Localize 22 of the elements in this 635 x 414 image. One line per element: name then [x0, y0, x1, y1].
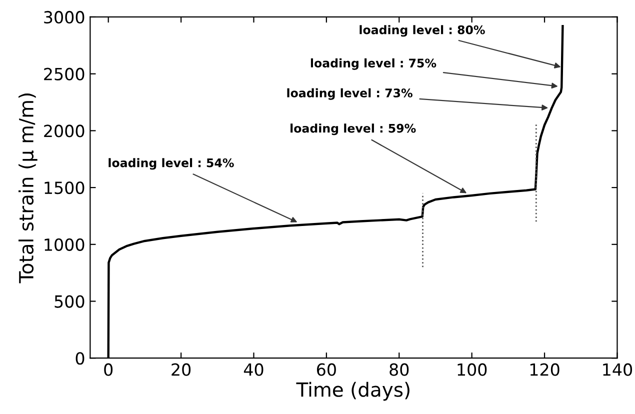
y-tick-label: 1500	[44, 182, 84, 194]
y-axis-title: Total strain (μ m/m)	[18, 94, 38, 284]
y-tick-label: 0	[76, 352, 84, 365]
x-tick-label: 60	[316, 363, 336, 376]
y-tick-label: 500	[54, 295, 84, 308]
annotation: loading level : 73%	[287, 88, 412, 100]
annotation: loading level : 80%	[360, 25, 485, 37]
x-axis-title: Time (days)	[296, 382, 410, 401]
y-tick-label: 3000	[44, 10, 84, 24]
annotation: loading level : 59%	[290, 124, 416, 136]
x-tick-label: 100	[458, 363, 487, 376]
x-tick-label: 120	[530, 363, 560, 376]
annotation: loading level : 75%	[310, 58, 436, 70]
y-tick-label: 2500	[44, 68, 84, 80]
x-tick-label: 20	[172, 363, 191, 376]
x-tick-label: 140	[603, 363, 632, 376]
x-tick-label: 80	[390, 363, 409, 376]
x-tick-label: 40	[244, 363, 264, 376]
x-tick-label: 0	[104, 363, 113, 376]
annotation: loading level : 54%	[108, 158, 234, 170]
y-tick-label: 1000	[44, 238, 84, 251]
y-tick-label: 2000	[44, 124, 84, 138]
